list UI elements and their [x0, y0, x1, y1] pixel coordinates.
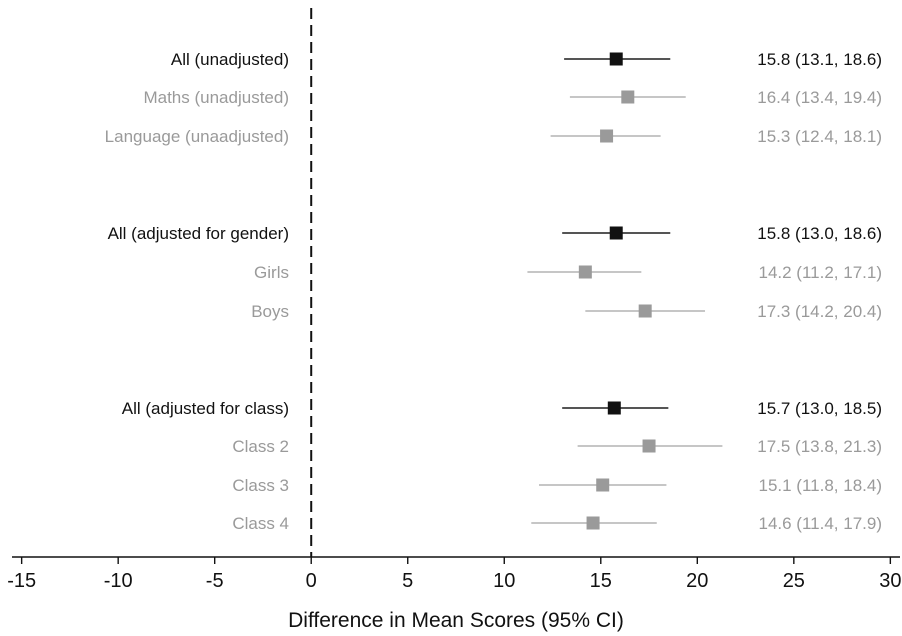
point-estimate-marker: [609, 52, 623, 66]
estimate-ci-text: 15.8 (13.0, 18.6): [757, 224, 882, 243]
estimate-ci-text: 15.8 (13.1, 18.6): [757, 50, 882, 69]
row-label: All (adjusted for gender): [108, 224, 289, 243]
x-axis-ticks: -15 -10 -5 0 5 10 15 20 25 30: [7, 557, 901, 592]
row-label: Class 4: [232, 514, 289, 533]
estimate-ci-text: 17.5 (13.8, 21.3): [757, 437, 882, 456]
row-label: Boys: [251, 302, 289, 321]
forest-row: All (adjusted for class) 15.7 (13.0, 18.5…: [122, 399, 882, 418]
row-label: Maths (unadjusted): [143, 88, 289, 107]
x-tick-label: -5: [206, 570, 224, 592]
estimate-ci-text: 14.6 (11.4, 17.9): [759, 514, 883, 533]
row-label: Class 3: [232, 476, 289, 495]
x-tick-label: 5: [402, 570, 413, 592]
estimate-ci-text: 15.7 (13.0, 18.5): [757, 399, 882, 418]
forest-row: Girls 14.2 (11.2, 17.1): [254, 263, 882, 282]
forest-row: All (unadjusted) 15.8 (13.1, 18.6): [171, 50, 882, 69]
forest-row: All (adjusted for gender) 15.8 (13.0, 18.…: [108, 224, 882, 243]
estimate-ci-text: 17.3 (14.2, 20.4): [757, 302, 882, 321]
estimate-ci-text: 15.3 (12.4, 18.1): [757, 127, 882, 146]
x-tick-label: 15: [590, 570, 612, 592]
row-label: All (adjusted for class): [122, 399, 289, 418]
forest-row: Class 3 15.1 (11.8, 18.4): [232, 476, 882, 495]
point-estimate-marker: [607, 401, 621, 415]
point-estimate-marker: [586, 516, 600, 530]
forest-row: Boys 17.3 (14.2, 20.4): [251, 302, 882, 321]
point-estimate-marker: [600, 129, 614, 143]
estimate-ci-text: 15.1 (11.8, 18.4): [759, 476, 883, 495]
x-tick-label: 25: [783, 570, 805, 592]
forest-row: Class 4 14.6 (11.4, 17.9): [232, 514, 882, 533]
x-tick-label: 10: [493, 570, 515, 592]
forest-row: Class 2 17.5 (13.8, 21.3): [232, 437, 882, 456]
x-tick-label: 30: [879, 570, 901, 592]
row-label: Language (unaadjusted): [105, 127, 289, 146]
rows-layer: All (unadjusted) 15.8 (13.1, 18.6) Maths (…: [105, 50, 882, 533]
point-estimate-marker: [609, 226, 623, 240]
x-tick-label: 20: [686, 570, 708, 592]
point-estimate-marker: [596, 478, 610, 492]
point-estimate-marker: [638, 304, 652, 318]
row-label: Class 2: [232, 437, 289, 456]
point-estimate-marker: [621, 90, 635, 104]
estimate-ci-text: 14.2 (11.2, 17.1): [759, 263, 883, 282]
estimate-ci-text: 16.4 (13.4, 19.4): [757, 88, 882, 107]
forest-row: Maths (unadjusted) 16.4 (13.4, 19.4): [143, 88, 882, 107]
point-estimate-marker: [642, 439, 656, 453]
row-label: All (unadjusted): [171, 50, 289, 69]
point-estimate-marker: [578, 265, 592, 279]
x-tick-label: -10: [104, 570, 133, 592]
x-axis-title: Difference in Mean Scores (95% CI): [288, 609, 624, 632]
row-label: Girls: [254, 263, 289, 282]
x-tick-label: 0: [306, 570, 317, 592]
x-tick-label: -15: [7, 570, 36, 592]
forest-row: Language (unaadjusted) 15.3 (12.4, 18.1): [105, 127, 882, 146]
